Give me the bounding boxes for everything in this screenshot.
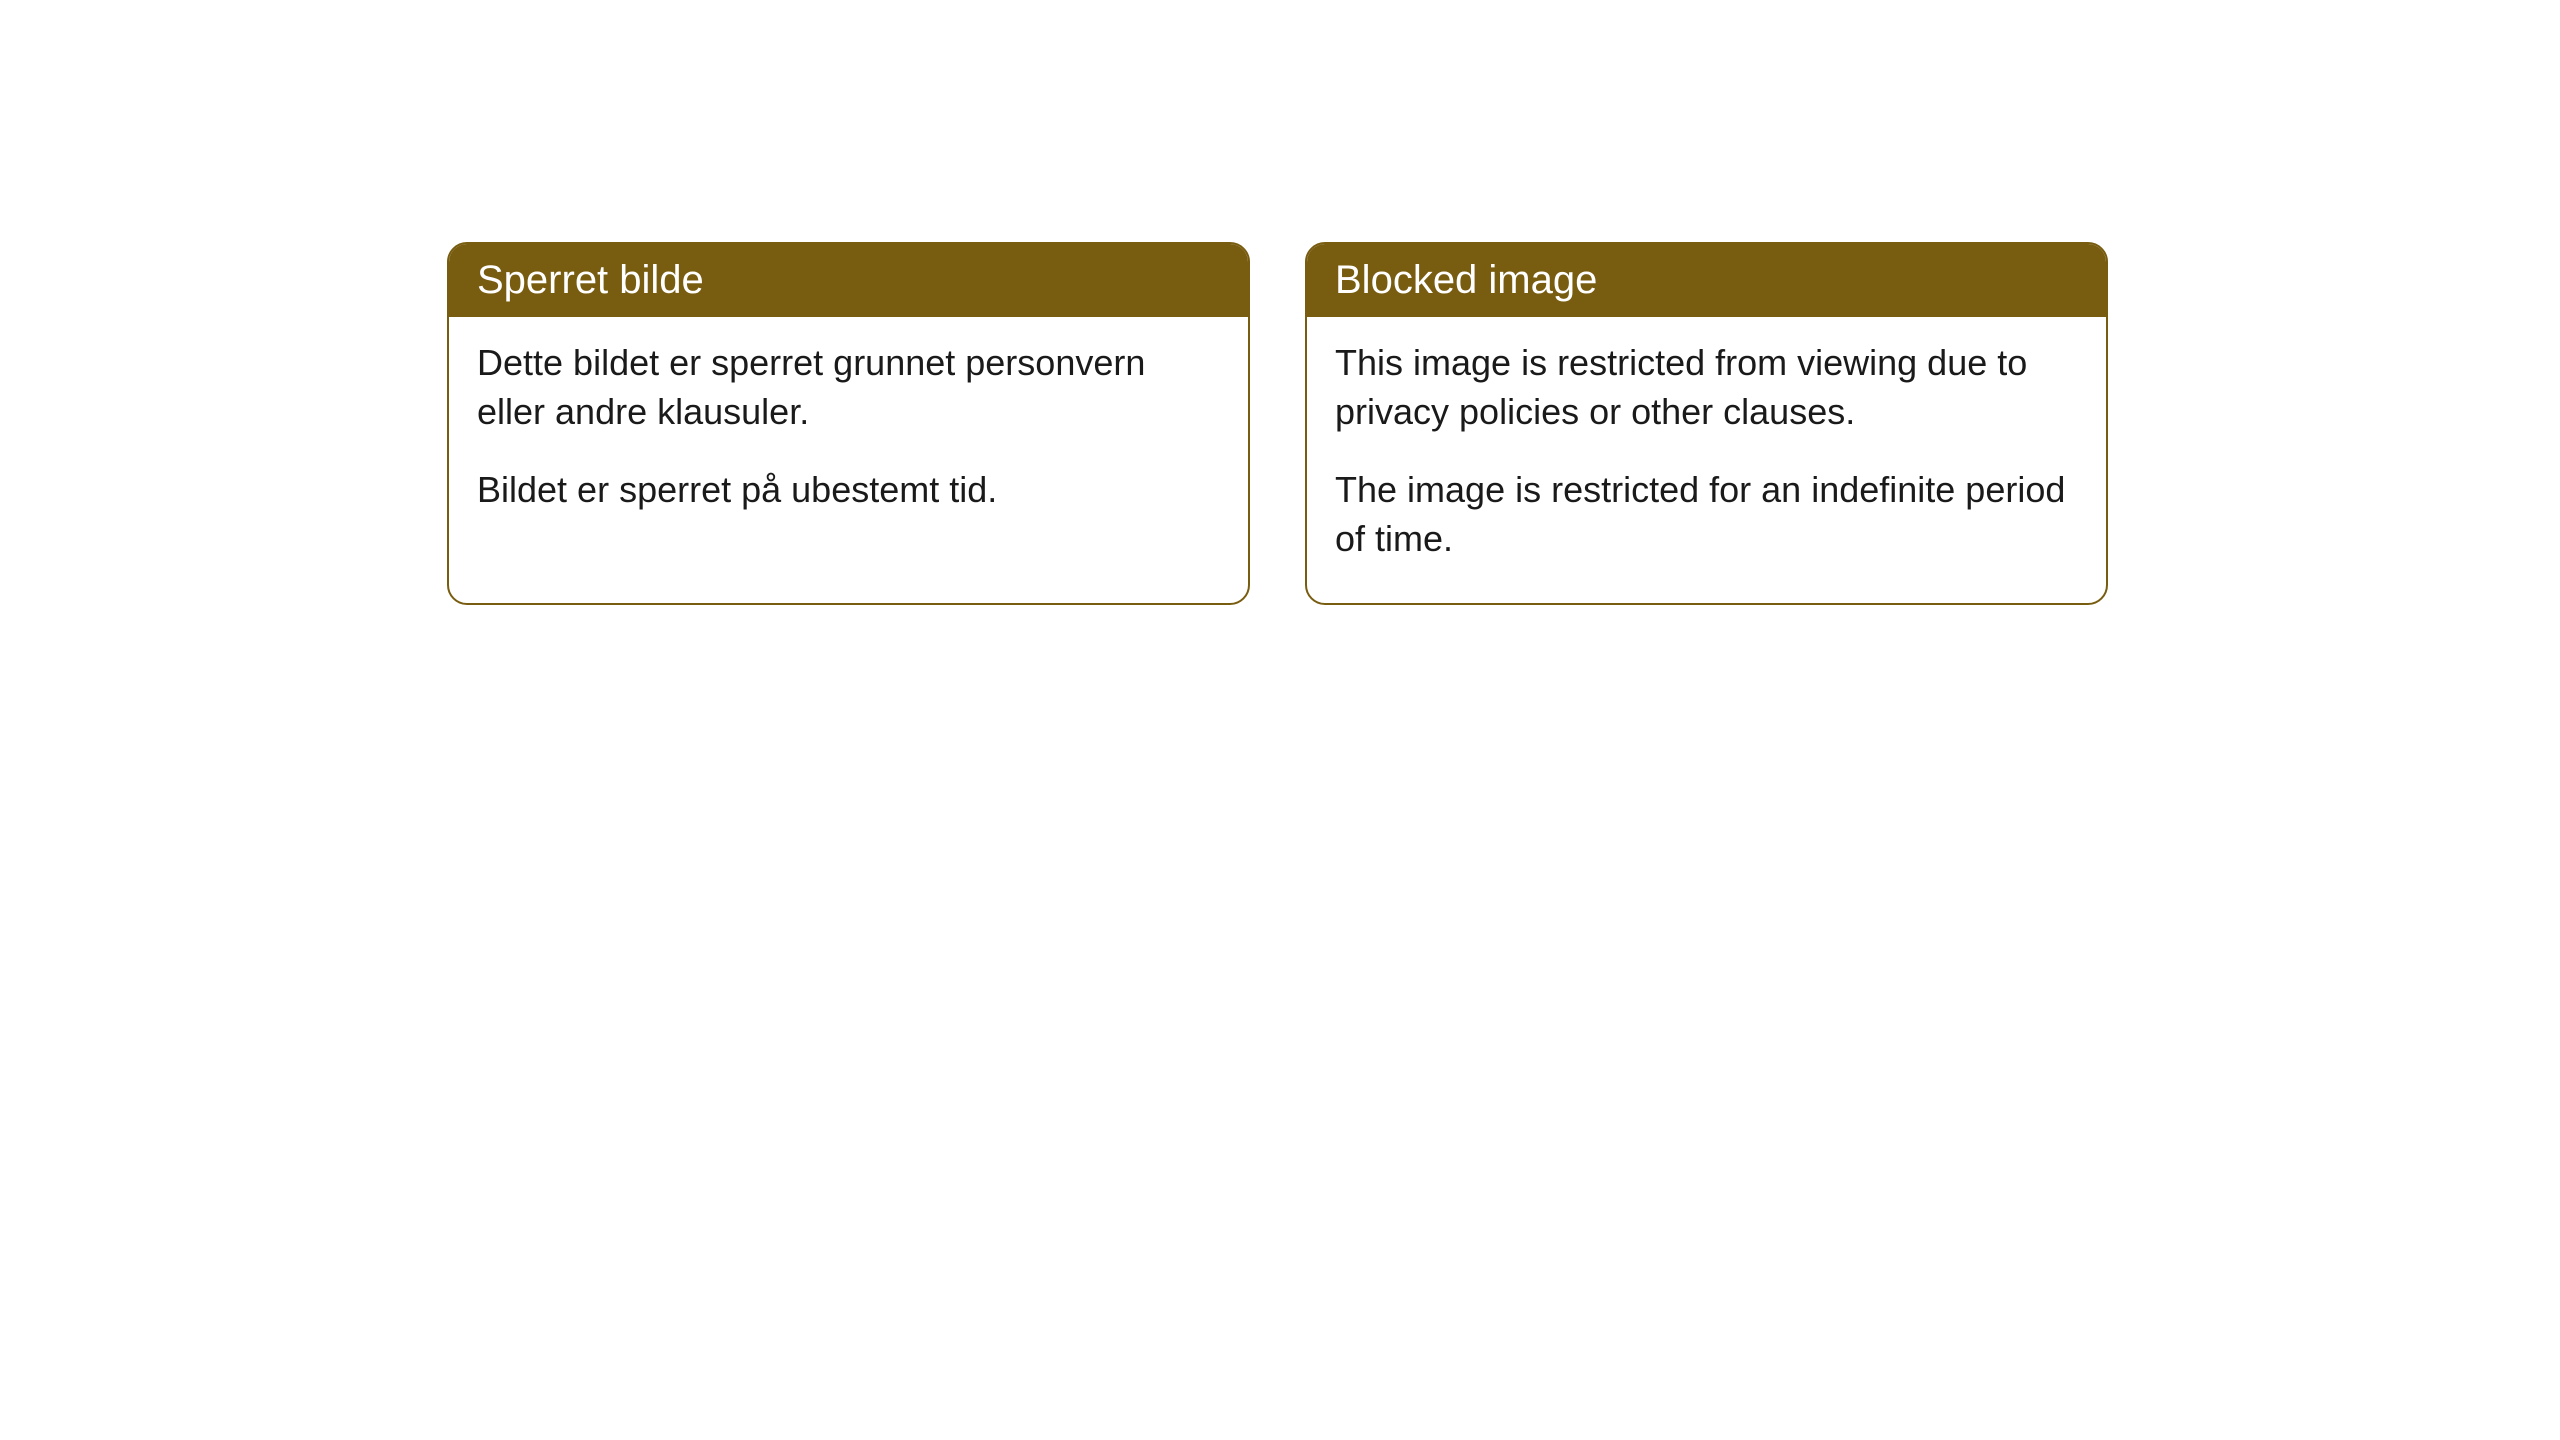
blocked-image-card-english: Blocked image This image is restricted f… [1305, 242, 2108, 605]
card-header: Blocked image [1307, 244, 2106, 317]
card-body: This image is restricted from viewing du… [1307, 317, 2106, 603]
card-paragraph: The image is restricted for an indefinit… [1335, 466, 2078, 563]
card-paragraph: This image is restricted from viewing du… [1335, 339, 2078, 436]
card-title: Sperret bilde [477, 258, 704, 302]
card-paragraph: Dette bildet er sperret grunnet personve… [477, 339, 1220, 436]
card-paragraph: Bildet er sperret på ubestemt tid. [477, 466, 1220, 515]
card-title: Blocked image [1335, 258, 1597, 302]
notice-cards-container: Sperret bilde Dette bildet er sperret gr… [0, 0, 2560, 605]
card-body: Dette bildet er sperret grunnet personve… [449, 317, 1248, 555]
card-header: Sperret bilde [449, 244, 1248, 317]
blocked-image-card-norwegian: Sperret bilde Dette bildet er sperret gr… [447, 242, 1250, 605]
